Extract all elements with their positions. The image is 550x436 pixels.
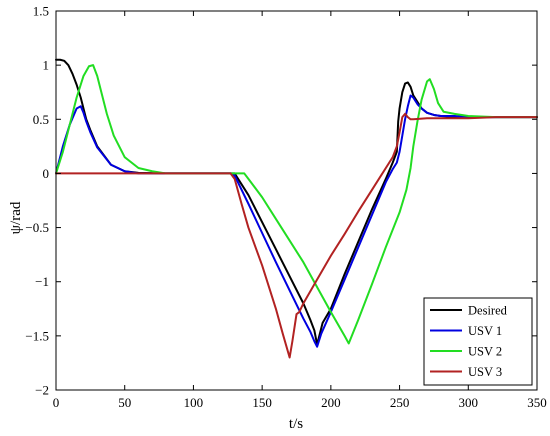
axes-layer [55,10,538,391]
y-tick-label: 0.5 [33,112,49,127]
x-tick-label: 50 [118,395,131,410]
series-line-4 [55,112,538,359]
y-tick-label: 1 [43,58,50,73]
x-tick-label: 100 [184,395,204,410]
series-line-3 [55,64,538,345]
x-axis-title: t/s [289,416,303,432]
y-tick-label: 0 [43,166,50,181]
x-tick-label: 200 [321,395,341,410]
tick-layer: 0 50 100 150 200 250 300 350 −2 −1.5 −1 −0.5 0 0.5 1 1.… [25,4,546,411]
y-tick-label: −0.5 [25,220,49,235]
x-tick-label: 150 [252,395,272,410]
y-axis-title: ψ/rad [8,201,24,234]
y-tick-label: 1.5 [33,4,49,19]
x-tick-label: 300 [459,395,479,410]
y-tick-label: −1 [35,274,49,289]
legend-label: USV 1 [468,324,502,338]
x-tick-label: 0 [53,395,60,410]
legend-label: Desired [468,304,508,318]
legend: Desired USV 1 USV 2 USV 3 [423,297,533,386]
y-tick-label: −1.5 [25,328,49,343]
series-line-2 [55,94,538,348]
legend-label: USV 2 [468,345,502,359]
x-tick-label: 350 [527,395,547,410]
plot-frame [55,10,538,391]
y-tick-label: −2 [35,383,49,398]
series-layer [55,58,538,359]
legend-label: USV 3 [468,365,502,379]
x-tick-label: 250 [390,395,410,410]
